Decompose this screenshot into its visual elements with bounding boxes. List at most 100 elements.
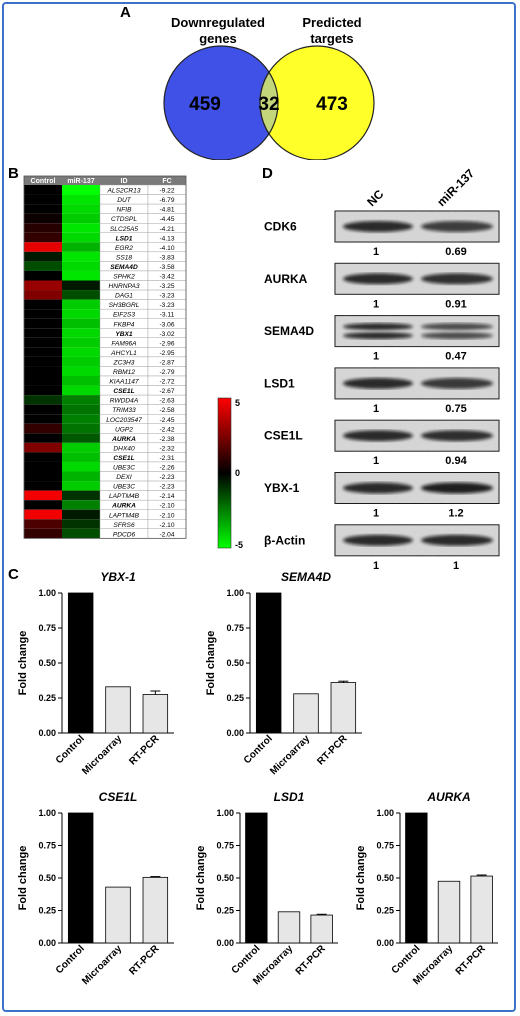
heatmap-cell-control — [24, 251, 62, 262]
heatmap-gene-id: LAPTM4B — [109, 493, 140, 500]
chart-bar — [245, 812, 268, 944]
chart-ylabel: Fold change — [195, 846, 207, 911]
chart-bar — [105, 886, 131, 944]
heatmap-cell-control — [24, 376, 62, 386]
heatmap-cell-mir137 — [62, 481, 100, 491]
heatmap-gene-id: YBX1 — [115, 331, 133, 338]
venn-left-count: 459 — [189, 94, 221, 115]
heatmap-cell-mir137 — [62, 490, 100, 501]
heatmap-cell-control — [24, 328, 62, 338]
chart-bar — [255, 592, 282, 734]
heatmap-cell-control — [24, 318, 62, 329]
heatmap-gene-id: DAG1 — [115, 293, 133, 300]
heatmap-cell-mir137 — [62, 261, 100, 271]
heatmap-gene-id: PDCD6 — [113, 531, 136, 538]
heatmap-gene-id: NFIB — [116, 207, 132, 214]
colorbar-label-max: 5 — [235, 398, 240, 408]
bar-chart-4: LSD1 Fold change 0.00 0.25 0.50 0.75 1.00 Contr… — [195, 790, 338, 987]
heatmap-cell-control — [24, 509, 62, 520]
heatmap-cell-mir137 — [62, 270, 100, 281]
bar-chart-3: CSE1L Fold change 0.00 0.25 0.50 0.75 1.00 Cont… — [17, 790, 174, 987]
bar-chart-2: SEMA4D Fold change 0.00 0.25 0.50 0.75 1.00 Con… — [205, 570, 362, 777]
chart-y-tick-label: 0.00 — [376, 938, 394, 948]
blot-band — [343, 377, 413, 389]
heatmap-cell-mir137 — [62, 290, 100, 300]
heatmap-fc-value: -2.95 — [159, 350, 174, 357]
blot-quant-value: 1 — [373, 455, 379, 467]
heatmap-fc-value: -2.87 — [159, 359, 174, 366]
bar-chart-1: YBX-1 Fold change 0.00 0.25 0.50 0.75 1.00 Cont… — [17, 570, 174, 777]
blot-quant-value: 1 — [373, 246, 379, 258]
heatmap-gene-id: SLC25A5 — [110, 226, 139, 233]
heatmap-gene-id: CTDSPL — [111, 216, 137, 223]
heatmap-header-2: miR-137 — [67, 178, 94, 185]
chart-category-label: RT-PCR — [454, 943, 489, 978]
heatmap-gene-id: ALS2CR13 — [107, 188, 141, 195]
heatmap-fc-value: -3.83 — [159, 254, 174, 261]
heatmap-cell-control — [24, 242, 62, 252]
venn-diagram: Downregulated genes Predicted targets 45… — [163, 15, 375, 160]
heatmap-fc-value: -3.06 — [159, 321, 174, 328]
heatmap-cell-control — [24, 500, 62, 510]
chart-y-tick-label: 0.50 — [38, 658, 56, 668]
blot-label: YBX-1 — [264, 481, 300, 495]
heatmap-cell-mir137 — [62, 509, 100, 520]
blot-band — [343, 221, 413, 232]
heatmap-fc-value: -3.25 — [159, 283, 174, 290]
heatmap-fc-value: -2.58 — [159, 407, 174, 414]
heatmap-cell-mir137 — [62, 328, 100, 338]
heatmap-gene-id: SS18 — [116, 254, 132, 261]
heatmap-cell-mir137 — [62, 242, 100, 252]
blot-band — [421, 273, 493, 285]
chart-ylabel: Fold change — [17, 631, 29, 696]
chart-y-tick-label: 0.50 — [226, 658, 244, 668]
blot-label: β-Actin — [264, 533, 305, 547]
chart-y-tick-label: 1.00 — [216, 808, 234, 818]
heatmap-cell-mir137 — [62, 232, 100, 243]
heatmap-cell-control — [24, 337, 62, 348]
chart-title: SEMA4D — [281, 570, 331, 584]
chart-category-label: RT-PCR — [127, 733, 162, 768]
blot-band — [421, 221, 493, 232]
heatmap-cell-control — [24, 347, 62, 357]
blot-band — [343, 430, 413, 442]
heatmap-gene-id: DHX40 — [113, 445, 135, 452]
heatmap-cell-mir137 — [62, 347, 100, 357]
blot-quant-value: 0.75 — [445, 403, 466, 415]
venn-overlap-region — [259, 71, 279, 135]
heatmap-cell-control — [24, 356, 62, 367]
heatmap-gene-id: DEXI — [116, 474, 132, 481]
heatmap-gene-id: LSD1 — [116, 235, 133, 242]
heatmap-gene-id: RBM12 — [113, 369, 135, 376]
panel-label-c: C — [8, 566, 19, 583]
blot-band — [343, 482, 413, 494]
blot-band — [343, 323, 413, 331]
heatmap-cell-control — [24, 232, 62, 243]
venn-right-label-line1: Predicted — [302, 15, 361, 30]
colorbar-label-zero: 0 — [235, 468, 240, 478]
chart-y-tick-label: 0.00 — [216, 938, 234, 948]
heatmap-fc-value: -6.79 — [159, 197, 174, 204]
heatmap-colorbar — [217, 397, 232, 549]
heatmap-cell-mir137 — [62, 471, 100, 482]
chart-category-label: RT-PCR — [315, 733, 350, 768]
chart-bar — [470, 875, 493, 944]
blot-quant-value: 1 — [373, 560, 379, 572]
heatmap-cell-control — [24, 366, 62, 376]
heatmap-header-4: FC — [162, 178, 171, 185]
chart-y-tick-label: 1.00 — [226, 588, 244, 598]
heatmap-gene-id: HNRNPA3 — [108, 283, 139, 290]
heatmap-gene-id: ZC3H3 — [113, 359, 135, 366]
chart-category-label: RT-PCR — [127, 943, 162, 978]
heatmap-fc-value: -2.14 — [159, 493, 174, 500]
blot-band — [421, 323, 493, 331]
heatmap-gene-id: SPHK2 — [113, 274, 135, 281]
heatmap-cell-mir137 — [62, 309, 100, 319]
blot-band — [421, 534, 493, 546]
blot-quant-value: 1.2 — [448, 508, 463, 520]
chart-bar — [293, 693, 319, 734]
blot-label: LSD1 — [264, 376, 295, 390]
blot-band — [421, 332, 493, 340]
chart-y-tick-label: 0.25 — [216, 906, 234, 916]
